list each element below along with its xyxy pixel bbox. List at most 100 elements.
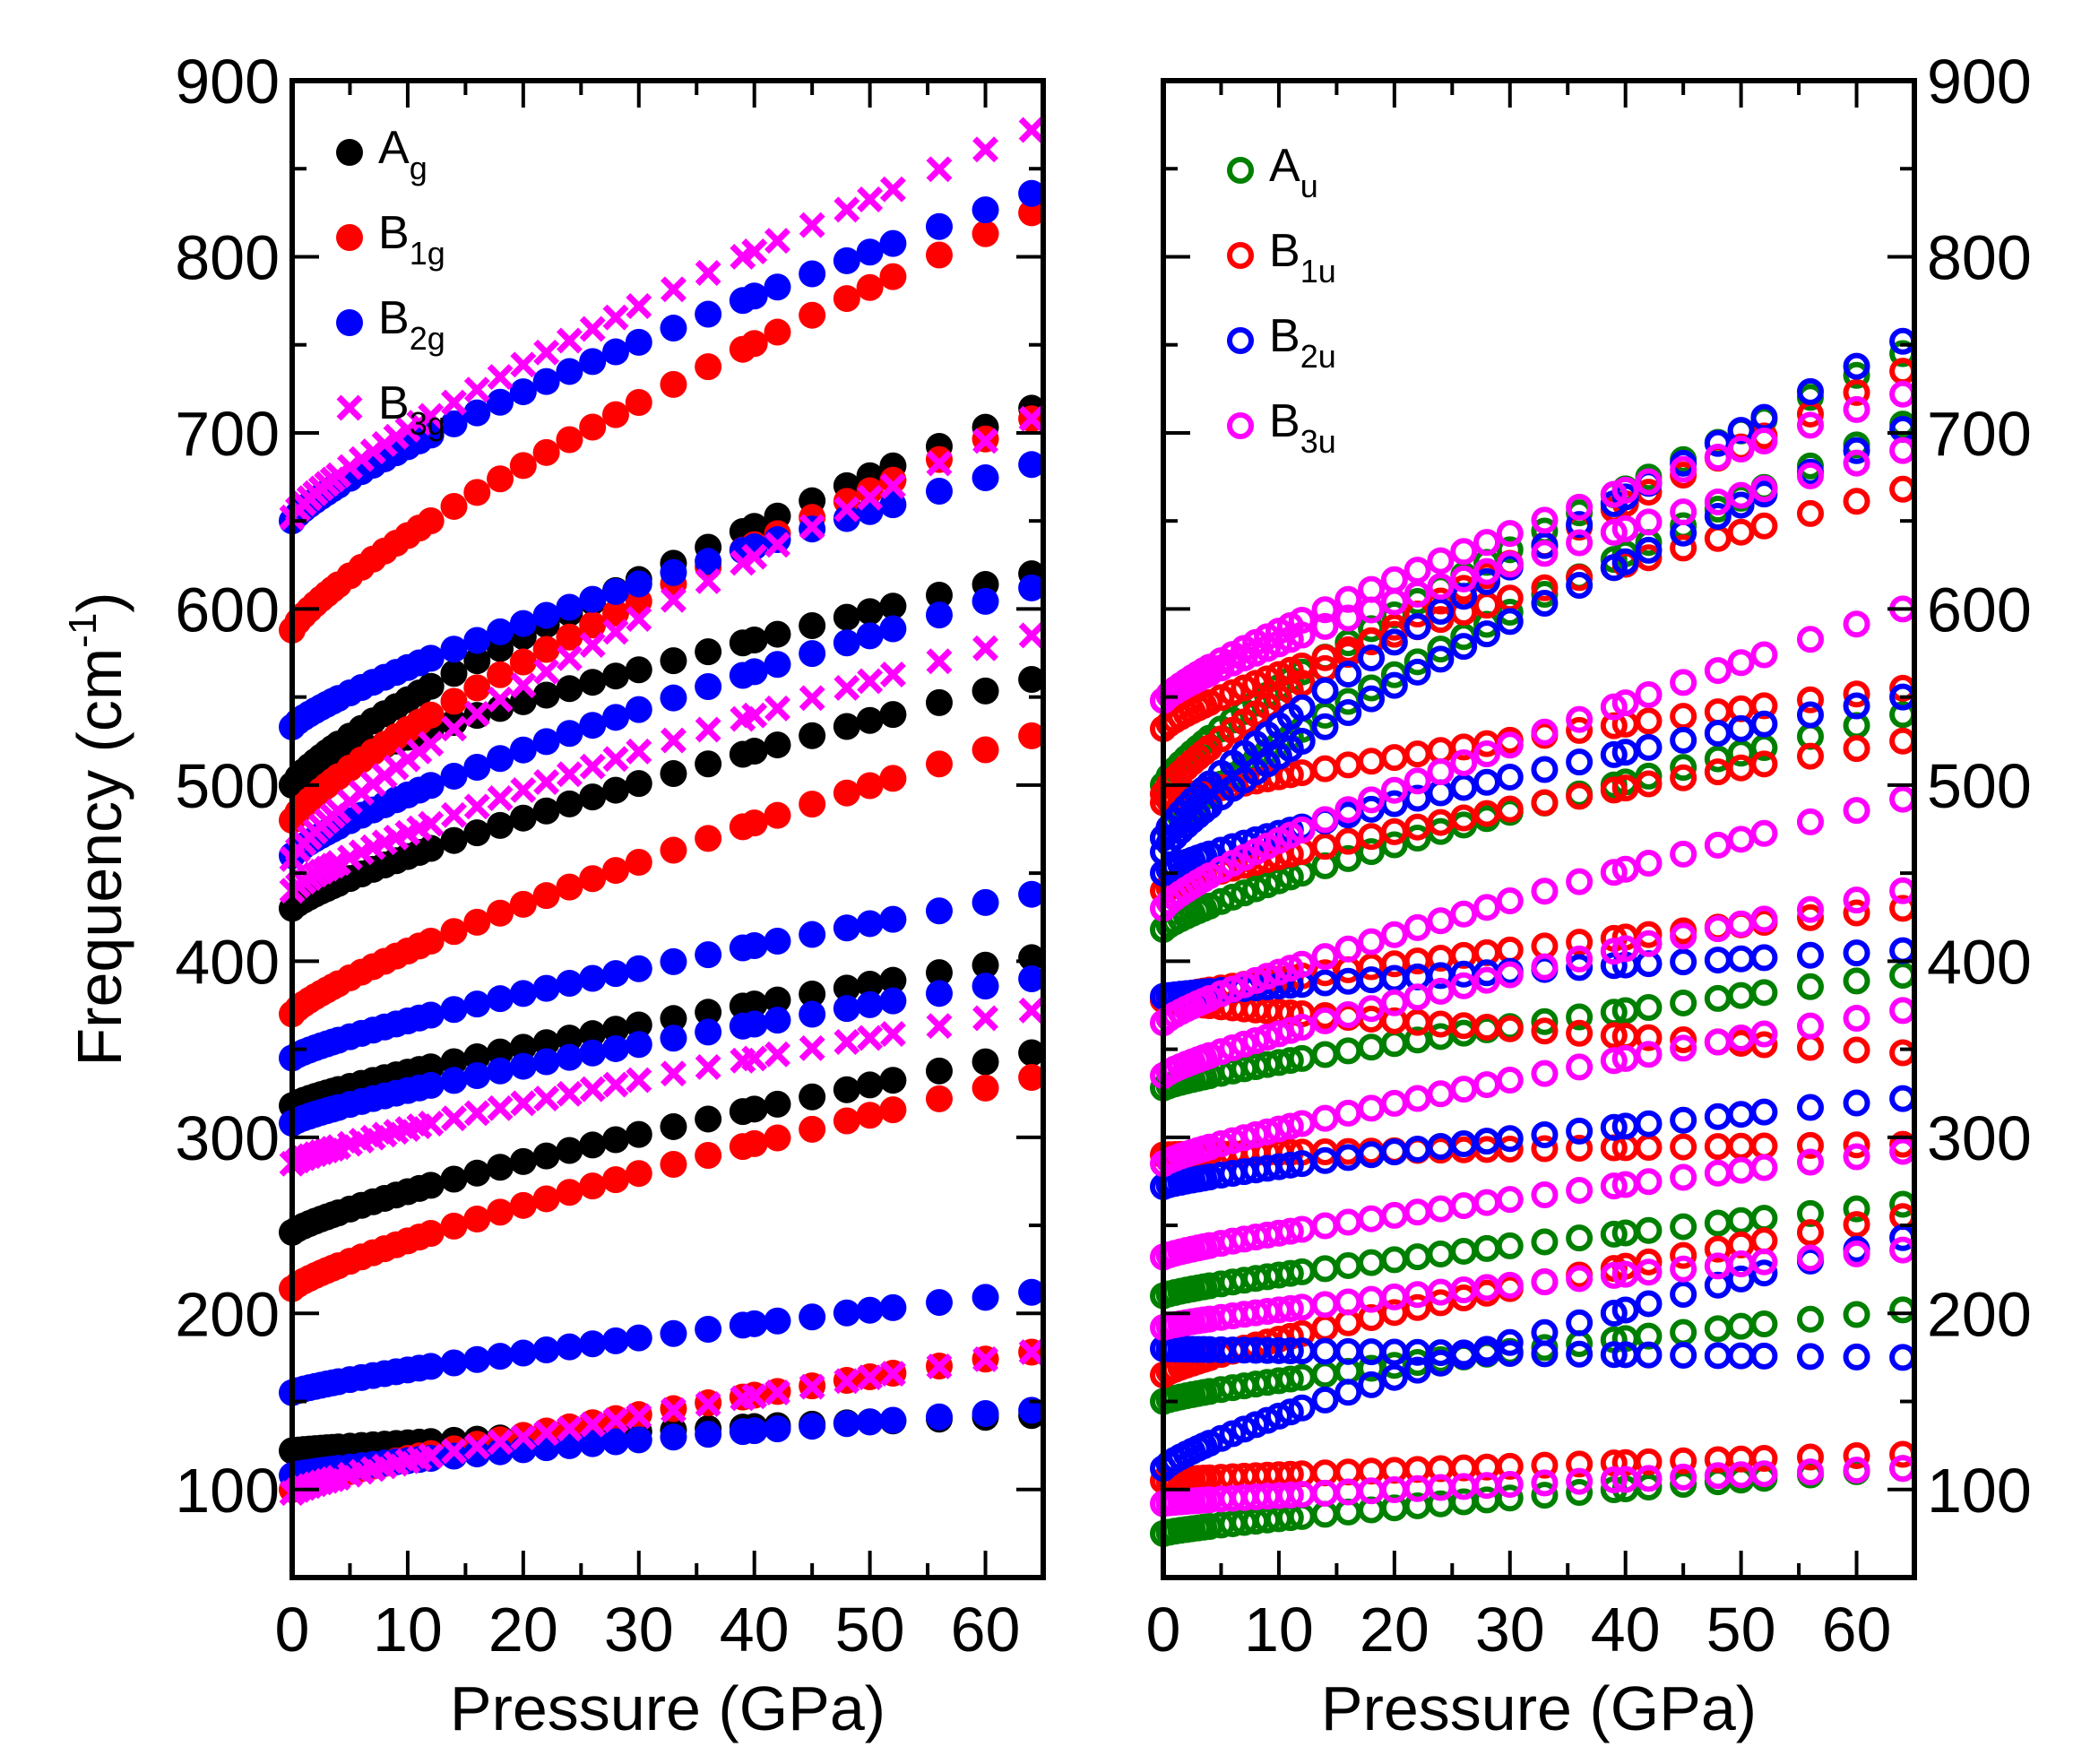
cross-stroke xyxy=(799,1373,825,1400)
data-point-B1g xyxy=(833,779,860,807)
data-point-Au xyxy=(1380,1246,1408,1274)
data-point-B3u xyxy=(1566,945,1594,973)
data-point-Ag xyxy=(601,776,629,804)
data-point-B3u xyxy=(1843,886,1870,914)
data-point-Au xyxy=(1670,989,1697,1016)
data-point-B1u xyxy=(1750,1444,1778,1472)
data-point-B3u xyxy=(1611,515,1639,543)
data-point-B3u xyxy=(1796,411,1824,439)
series-B3g xyxy=(279,117,1045,1507)
data-point-Au xyxy=(1670,754,1697,782)
data-point-B3g xyxy=(602,1407,629,1434)
data-point-B3u xyxy=(1496,550,1524,578)
cross-stroke xyxy=(660,727,687,754)
data-point-B2g xyxy=(764,927,791,955)
legend-label-main: B xyxy=(378,292,410,344)
data-point-Ag xyxy=(556,790,583,817)
cross-stroke xyxy=(602,746,629,773)
data-point-B1u xyxy=(1635,1134,1663,1162)
data-point-B3u xyxy=(1450,565,1478,592)
data-point-B2u xyxy=(1496,1328,1524,1356)
data-point-B2u xyxy=(1796,1094,1824,1121)
data-point-B3u xyxy=(1404,913,1431,941)
data-point-B2g xyxy=(556,358,583,385)
data-point-B1u xyxy=(1531,1135,1559,1163)
data-point-B3g xyxy=(741,1045,768,1072)
data-point-B1g xyxy=(625,848,652,876)
data-point-B2u xyxy=(1750,1342,1778,1370)
data-point-B2g xyxy=(417,1353,445,1380)
data-point-B1u xyxy=(1727,754,1755,782)
data-point-Ag xyxy=(556,675,583,703)
data-point-Au xyxy=(1358,1249,1386,1276)
data-point-B3u xyxy=(1611,476,1639,504)
data-point-B3u xyxy=(1427,547,1455,575)
data-point-B3u xyxy=(1531,540,1559,567)
data-point-Au xyxy=(1276,1047,1304,1075)
legend-label-B1g: B1g xyxy=(378,207,445,272)
data-point-Ag xyxy=(509,1033,537,1061)
data-point-B3u xyxy=(1496,887,1524,915)
data-point-B3u xyxy=(1219,1034,1247,1062)
data-point-B2u xyxy=(1750,1259,1778,1287)
data-point-B1g xyxy=(695,1141,722,1169)
data-point-B2u xyxy=(1496,763,1524,791)
data-point-B2g xyxy=(509,1339,537,1367)
data-point-B3g xyxy=(660,727,687,754)
data-point-B2g xyxy=(695,941,722,969)
data-point-Au xyxy=(1531,1482,1559,1509)
y-tick-label: 900 xyxy=(1927,47,2032,117)
data-point-B2g xyxy=(417,1071,445,1099)
data-point-B3u xyxy=(1600,1466,1628,1494)
data-point-B3g xyxy=(972,1345,999,1372)
data-point-B3u xyxy=(1450,900,1478,928)
cross-stroke xyxy=(626,1403,652,1430)
data-point-B1u xyxy=(1635,1248,1663,1275)
data-point-Ag xyxy=(799,722,826,749)
data-point-Au xyxy=(1473,1234,1500,1262)
data-point-B2u xyxy=(1334,661,1362,688)
data-point-B3u xyxy=(1496,731,1524,759)
cross-stroke xyxy=(602,1407,629,1434)
y-tick-label: 300 xyxy=(1927,1103,2032,1173)
data-point-B1g xyxy=(740,330,768,358)
data-point-B2u xyxy=(1635,1290,1663,1318)
data-point-B2u xyxy=(1611,1296,1639,1324)
data-point-B2g xyxy=(487,618,514,645)
cross-stroke xyxy=(533,658,560,685)
data-point-B2g xyxy=(509,610,537,637)
data-point-B2g xyxy=(764,1007,791,1034)
data-point-B2g xyxy=(1018,880,1046,908)
data-point-B2g xyxy=(440,762,468,790)
data-point-Ag xyxy=(972,951,999,979)
data-point-B1g xyxy=(764,318,791,346)
data-point-Au xyxy=(1727,739,1755,767)
data-point-Au xyxy=(1380,1030,1408,1058)
data-point-B3u xyxy=(1670,1255,1697,1283)
data-point-Ag xyxy=(440,1165,468,1193)
cross-stroke xyxy=(487,785,514,811)
data-point-B2g xyxy=(601,577,629,605)
data-point-B3u xyxy=(1727,1156,1755,1184)
data-point-Ag xyxy=(764,731,791,759)
legend-label-main: A xyxy=(1269,140,1300,192)
data-point-B3u xyxy=(1796,808,1824,835)
data-point-Ag xyxy=(601,1126,629,1154)
cross-stroke xyxy=(533,339,560,366)
data-point-B2u xyxy=(1670,948,1697,976)
cross-stroke xyxy=(741,702,768,729)
legend-marker-B2u xyxy=(1227,327,1254,354)
data-point-B3g xyxy=(1018,117,1045,143)
cross-stroke xyxy=(418,731,445,757)
data-point-B3u xyxy=(1670,1463,1697,1491)
cross-stroke xyxy=(533,1420,560,1447)
data-point-B1g xyxy=(740,809,768,837)
data-point-B1g xyxy=(1018,199,1046,227)
data-point-B2g xyxy=(1018,1278,1046,1306)
data-point-B2g xyxy=(833,1299,860,1327)
data-point-B2g xyxy=(509,378,537,406)
data-point-B1g xyxy=(625,1160,652,1188)
data-point-Ag xyxy=(1018,944,1046,972)
data-point-B3u xyxy=(1311,1104,1339,1132)
data-point-B3g xyxy=(579,1076,606,1102)
